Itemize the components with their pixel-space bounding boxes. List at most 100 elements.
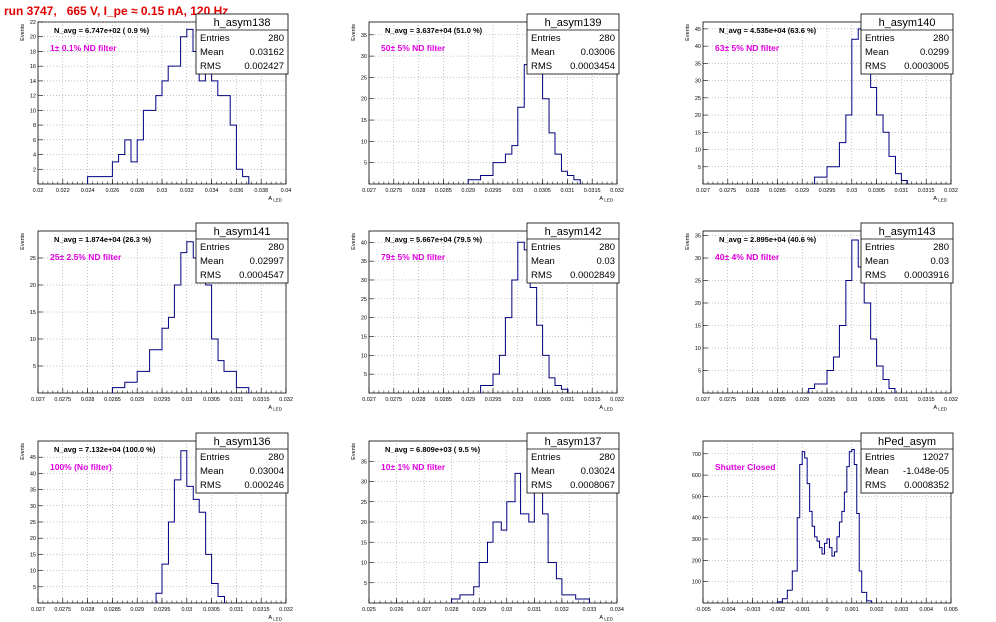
tick-label-x: 0.0285 <box>435 397 452 403</box>
tick-label-x: 0.02 <box>33 188 44 194</box>
stats-value-entries: 280 <box>268 33 284 44</box>
stats-value-entries: 280 <box>933 33 949 44</box>
stats-label-entries: Entries <box>865 452 895 463</box>
tick-label-y: 30 <box>361 278 367 284</box>
tick-label-y: 2 <box>33 167 36 173</box>
x-axis-title: A LED <box>599 196 613 203</box>
panel-h_asym143: 0.027 0.0275 0.028 0.0285 0.029 0.0295 0.03 0.0… <box>685 222 958 412</box>
tick-label-y: 25 <box>695 96 701 102</box>
tick-label-y: 15 <box>30 310 36 316</box>
panel-h_asym140: 0.027 0.0275 0.028 0.0285 0.029 0.0295 0.03 0.0… <box>685 13 958 203</box>
stats-value-entries: 280 <box>268 452 284 463</box>
tick-label-x: 0.027 <box>417 607 431 613</box>
stats-label-entries: Entries <box>865 33 895 44</box>
tick-label-x: 0.0305 <box>534 397 551 403</box>
tick-label-x: 0.0305 <box>203 397 220 403</box>
panel-h_asym141: 0.027 0.0275 0.028 0.0285 0.029 0.0295 0.03 0.0… <box>20 222 293 412</box>
tick-label-y: 5 <box>364 372 367 378</box>
tick-label-x: 0.0295 <box>485 188 502 194</box>
tick-label-y: 400 <box>692 516 701 522</box>
tick-label-x: 0.0295 <box>154 607 171 613</box>
stats-box <box>195 432 289 494</box>
stats-value-mean: 0.03 <box>931 256 950 267</box>
stats-title: h_asym140 <box>879 17 936 29</box>
tick-label-x: -0.001 <box>794 607 810 613</box>
tick-label-y: 25 <box>30 520 36 526</box>
tick-label-y: 22 <box>30 20 36 26</box>
x-axis-title: A LED <box>599 615 613 622</box>
y-axis-title: Events <box>20 24 26 41</box>
tick-label-y: 20 <box>361 97 367 103</box>
tick-label-y: 10 <box>361 353 367 359</box>
tick-label-x: 0.031 <box>895 188 909 194</box>
tick-label-y: 20 <box>30 283 36 289</box>
filter-label: 63± 5% ND filter <box>715 43 780 53</box>
tick-label-x: 0.031 <box>230 397 244 403</box>
tick-label-y: 10 <box>361 561 367 567</box>
stats-title: hPed_asym <box>878 436 936 448</box>
y-axis-title: Events <box>351 233 357 250</box>
stats-value-mean: 0.0299 <box>920 47 949 58</box>
histogram-series <box>155 450 225 603</box>
tick-label-x: 0.027 <box>31 397 45 403</box>
tick-label-x: 0.0275 <box>54 397 71 403</box>
tick-label-x: 0.004 <box>919 607 933 613</box>
tick-label-x: -0.003 <box>745 607 761 613</box>
tick-label-x: 0.03 <box>501 607 512 613</box>
y-axis-title: Events <box>685 24 691 41</box>
panel-hPed_asym: -0.005 -0.004 -0.003 -0.002 -0.001 0 0.001 0.00… <box>692 432 958 613</box>
tick-label-y: 14 <box>30 79 36 85</box>
stats-value-rms: 0.0002849 <box>570 270 615 281</box>
tick-label-x: 0.026 <box>106 188 120 194</box>
tick-label-x: 0 <box>825 607 828 613</box>
panel-h_asym142: 0.027 0.0275 0.028 0.0285 0.029 0.0295 0.03 0.0… <box>351 222 624 412</box>
tick-label-y: 45 <box>30 455 36 461</box>
tick-label-x: -0.002 <box>770 607 786 613</box>
x-axis-title: A LED <box>268 196 282 203</box>
stats-box <box>860 13 954 75</box>
stats-value-rms: 0.002427 <box>244 61 284 72</box>
tick-label-y: 20 <box>361 316 367 322</box>
tick-label-y: 40 <box>695 44 701 50</box>
stats-value-mean: 0.03 <box>597 256 616 267</box>
tick-label-y: 12 <box>30 94 36 100</box>
stats-box <box>526 222 620 284</box>
tick-label-x: 0.03 <box>157 188 168 194</box>
tick-label-y: 5 <box>698 369 701 375</box>
stats-value-rms: 0.0004547 <box>239 270 284 281</box>
tick-label-y: 600 <box>692 473 701 479</box>
stats-label-entries: Entries <box>531 33 561 44</box>
tick-label-x: 0.029 <box>130 607 144 613</box>
x-axis-title: A LED <box>268 615 282 622</box>
stats-value-mean: 0.03004 <box>250 466 284 477</box>
histogram-series <box>111 241 250 393</box>
tick-label-x: 0.0315 <box>253 607 270 613</box>
stats-title: h_asym138 <box>214 17 271 29</box>
tick-label-y: 15 <box>695 324 701 330</box>
y-axis-title: Events <box>685 233 691 250</box>
stats-box <box>195 222 289 284</box>
stats-label-rms: RMS <box>531 61 552 72</box>
tick-label-x: 0.032 <box>610 188 624 194</box>
stats-label-rms: RMS <box>531 480 552 491</box>
tick-label-x: 0.036 <box>230 188 244 194</box>
tick-label-x: 0.003 <box>895 607 909 613</box>
tick-label-y: 700 <box>692 452 701 458</box>
tick-label-x: 0.03 <box>512 397 523 403</box>
stats-title: h_asym142 <box>545 226 602 238</box>
filter-label: 10± 1% ND filter <box>381 462 446 472</box>
stats-value-entries: 280 <box>599 452 615 463</box>
stats-title: h_asym137 <box>545 436 602 448</box>
stats-value-entries: 280 <box>268 242 284 253</box>
panel-h_asym136: 0.027 0.0275 0.028 0.0285 0.029 0.0295 0.03 0.0… <box>20 432 293 622</box>
tick-label-x: 0.034 <box>610 607 624 613</box>
tick-label-x: 0.0305 <box>868 188 885 194</box>
navg-label: N_avg = 2.895e+04 (40.6 %) <box>719 235 817 244</box>
tick-label-x: 0.028 <box>412 188 426 194</box>
tick-label-x: 0.027 <box>362 188 376 194</box>
tick-label-y: 5 <box>33 364 36 370</box>
tick-label-y: 35 <box>695 61 701 67</box>
tick-label-x: 0.03 <box>512 188 523 194</box>
tick-label-x: 0.028 <box>746 188 760 194</box>
stats-label-rms: RMS <box>531 270 552 281</box>
